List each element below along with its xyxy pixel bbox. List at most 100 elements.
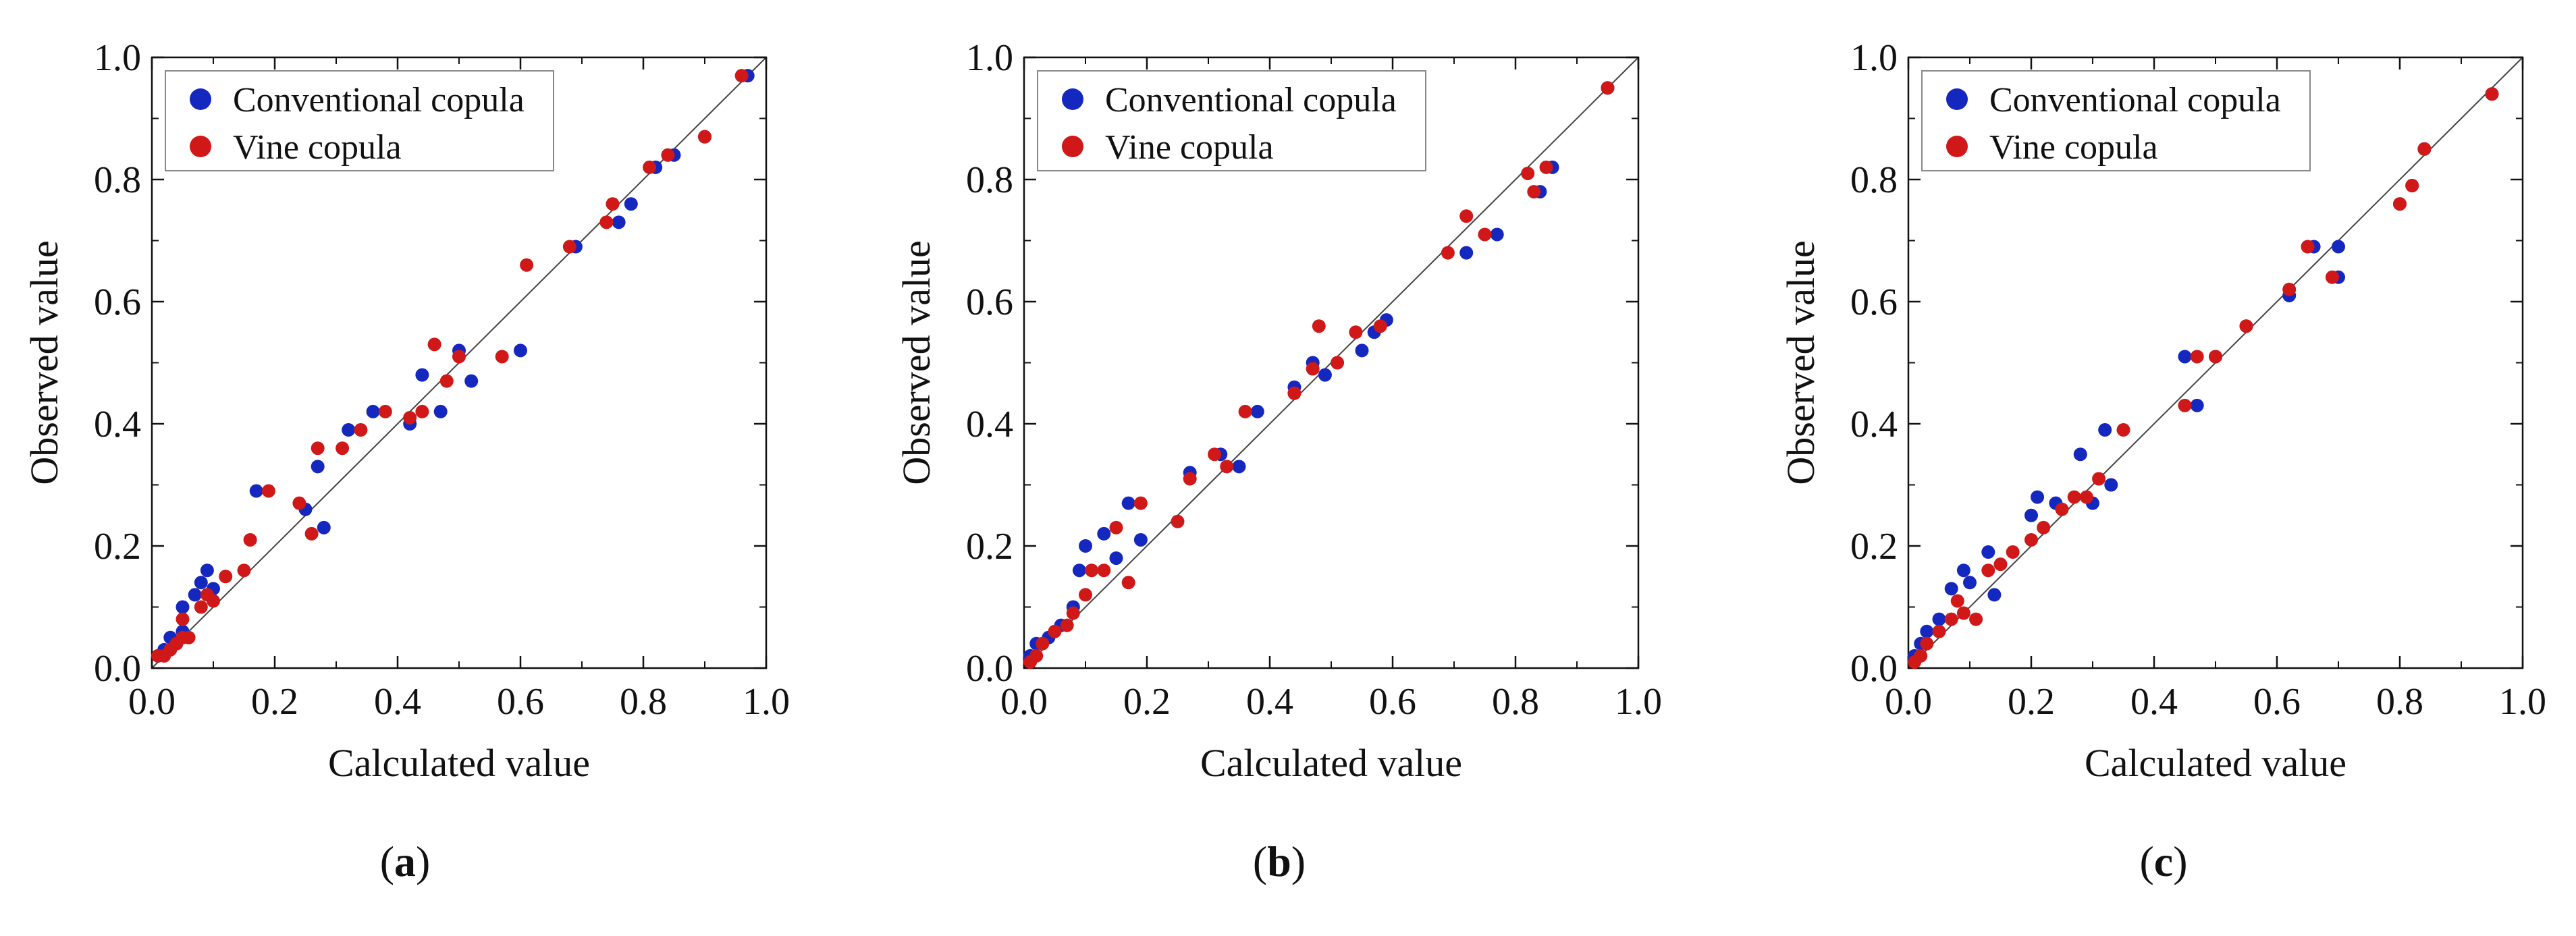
data-point [237,563,251,578]
data-point [354,423,368,437]
data-point [194,576,208,590]
legend-label: Conventional copula [1989,81,2281,119]
data-point [2031,490,2045,504]
x-tick-label: 0.0 [128,681,176,723]
data-point [2209,350,2222,364]
data-point [1048,624,1062,638]
data-point [1349,325,1363,339]
y-axis-label: Observed value [1779,240,1823,485]
data-point [2073,447,2087,462]
data-point [261,484,275,498]
data-point [176,600,190,614]
data-point [1287,386,1302,400]
legend-marker [1062,88,1083,110]
legend-box [1037,70,1426,171]
data-point [1490,227,1504,242]
legend-marker [1946,136,1968,157]
data-point [2393,197,2407,211]
series-vine-copula [1908,87,2499,669]
data-point [1250,404,1264,418]
data-point [378,404,392,418]
data-point [2104,478,2118,492]
data-point [176,612,190,626]
data-point [336,441,350,456]
data-point [1220,460,1234,474]
x-tick-label: 0.8 [1492,681,1539,723]
legend: Conventional copula Vine copula [1921,70,2311,171]
data-point [2178,398,2192,412]
data-point [2417,142,2432,156]
data-point [1312,319,1326,333]
data-point [1373,319,1387,333]
data-point [2024,508,2038,522]
x-tick-label: 0.2 [2008,681,2055,723]
data-point [1208,447,1222,462]
y-tick-label: 0.2 [1850,526,1898,568]
y-tick-label: 0.6 [966,281,1013,323]
data-point [243,532,257,547]
data-point [433,404,448,418]
y-tick-label: 1.0 [1850,37,1898,79]
data-point [2067,490,2081,504]
data-point [1355,343,1369,358]
data-point [317,520,331,534]
y-tick-label: 0.2 [94,526,141,568]
data-point [2239,319,2253,333]
x-tick-label: 0.2 [1123,681,1171,723]
y-tick-label: 0.4 [94,404,141,445]
x-tick-label: 0.6 [1369,681,1416,723]
x-tick-label: 1.0 [2499,681,2546,723]
data-point [1066,606,1080,620]
data-point [1306,362,1320,376]
data-point [1183,472,1197,486]
data-point [2055,502,2069,516]
x-tick-label: 0.4 [374,681,421,723]
legend-box [165,70,554,171]
data-point [1036,636,1050,651]
data-point [415,404,429,418]
legend-label: Conventional copula [1105,81,1397,119]
data-point [1121,496,1135,510]
x-tick-label: 0.2 [251,681,298,723]
data-point [1993,557,2008,572]
y-axis-label: Observed value [22,240,66,485]
x-tick-label: 0.6 [2253,681,2301,723]
data-point [2485,87,2499,101]
data-point [2037,520,2051,534]
panel-a-caption: (a) [379,837,431,885]
data-point [1981,545,1995,559]
x-tick-label: 0.4 [1246,681,1293,723]
data-point [1109,551,1123,566]
data-point [1932,624,1946,638]
data-point [1932,612,1946,626]
panel-a-chart: 0.0 0.2 0.4 0.6 0.8 1.0 0.0 0.2 0.4 0.6 0.8 1.0 Calc… [22,37,790,785]
x-axis-label: Calculated value [1200,741,1462,785]
data-point [1079,588,1092,602]
data-point [304,526,319,541]
axes-ticks: 0.0 0.2 0.4 0.6 0.8 1.0 0.0 0.2 0.4 0.6 0.8 1.0 [1850,37,2546,723]
x-axis-label: Calculated value [2085,741,2346,785]
legend-marker [190,136,211,157]
data-point [1920,636,1934,651]
y-axis-label: Observed value [894,240,938,485]
y-tick-label: 0.0 [966,648,1013,690]
panel-a-caption-letter: a [394,837,416,885]
y-tick-label: 0.4 [1850,404,1898,445]
data-point [661,148,675,162]
data-point [1060,618,1074,632]
data-point [734,69,749,83]
data-point [188,588,202,602]
x-tick-label: 1.0 [1615,681,1662,723]
data-point [1521,166,1535,180]
data-point [182,630,196,644]
legend-label: Vine copula [1989,128,2158,167]
data-point [1914,649,1928,663]
data-point [2190,398,2204,412]
data-point [1097,563,1111,578]
data-point [1539,160,1553,174]
legend-marker [1946,88,1968,110]
data-point [2332,240,2345,254]
panel-c-caption: (c) [2139,837,2188,885]
data-point [2405,179,2419,193]
